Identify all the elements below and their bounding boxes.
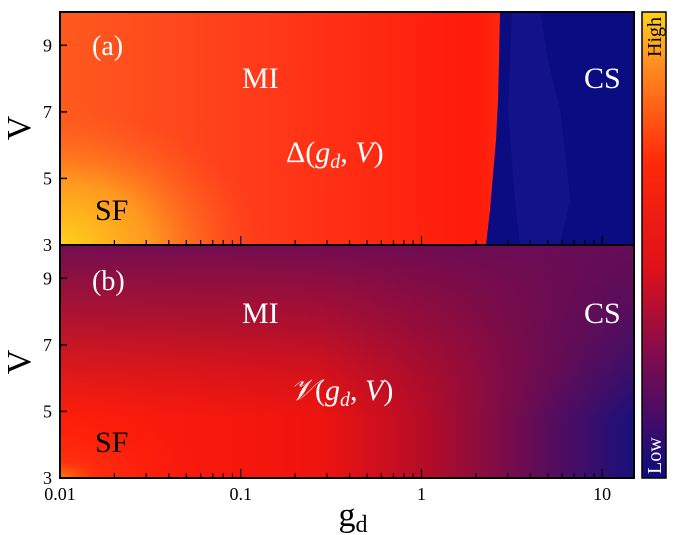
panel-b-comma: ,: [350, 374, 365, 407]
panel-a-region-cs: CS: [584, 62, 621, 95]
panel-b-region-mi: MI: [242, 297, 279, 330]
panel-a-region-mi: MI: [242, 62, 279, 95]
axis-ticks: 3 5 7 9 3 5 7 9 0.01 0.1 1 10: [43, 35, 611, 504]
panel-a-arg-sub: d: [330, 151, 341, 173]
panel-a-heatmap: [60, 12, 634, 245]
panel-a-quantity-symbol: Δ: [286, 136, 305, 169]
x-tick-label: 1: [417, 484, 426, 504]
y-tick-label: 3: [43, 235, 52, 255]
y-tick-label: 9: [43, 35, 52, 55]
y-tick-label: 7: [43, 335, 52, 355]
panel-b-label: (b): [92, 266, 125, 297]
panel-a-comma: ,: [340, 136, 355, 169]
panel-a-quantity-label: Δ(gd, V): [286, 136, 384, 173]
x-tick-label: 0.1: [229, 484, 252, 504]
colorbar: High Low: [641, 11, 667, 479]
x-tick-label: 10: [593, 484, 611, 504]
panel-b-arg-g: g: [325, 374, 340, 407]
panel-a-region-sf: SF: [95, 194, 128, 227]
panel-a-cs-texture: [508, 12, 570, 245]
panel-a-arg-v: V: [355, 136, 377, 169]
panel-a-close-paren: ): [374, 136, 384, 169]
x-tick-label: 0.01: [44, 484, 76, 504]
panel-a-ylabel: V: [1, 115, 38, 140]
panel-b-arg-v: V: [365, 374, 387, 407]
y-tick-label: 9: [43, 268, 52, 288]
panel-b-quantity-label: 𝒱(gd, V): [290, 374, 393, 411]
panel-a-arg-g: g: [315, 136, 330, 169]
colorbar-high-label: High: [644, 17, 666, 57]
y-tick-label: 5: [43, 168, 52, 188]
x-axis-label-sub: d: [356, 512, 368, 535]
x-axis-label-main: g: [339, 497, 356, 534]
panel-b-open-paren: (: [315, 374, 325, 407]
y-tick-label: 3: [43, 468, 52, 488]
panel-b-close-paren: ): [383, 374, 393, 407]
panel-a-label: (a): [92, 31, 123, 62]
colorbar-gradient: [641, 11, 667, 479]
panel-a-open-paren: (: [305, 136, 315, 169]
panel-b-heatmap: [60, 245, 634, 478]
y-tick-label: 5: [43, 401, 52, 421]
panel-b-region-cs: CS: [584, 297, 621, 330]
x-axis-label: gd: [339, 497, 368, 535]
panel-b-frame: [59, 244, 635, 479]
panel-b-ylabel: V: [1, 349, 38, 374]
panel-b-arg-sub: d: [340, 389, 351, 411]
colorbar-low-label: Low: [644, 437, 666, 474]
panel-b-region-sf: SF: [95, 426, 128, 459]
y-tick-label: 7: [43, 102, 52, 122]
panel-b-sf-region: [60, 400, 220, 478]
panel-a-sf-region: [60, 105, 260, 245]
